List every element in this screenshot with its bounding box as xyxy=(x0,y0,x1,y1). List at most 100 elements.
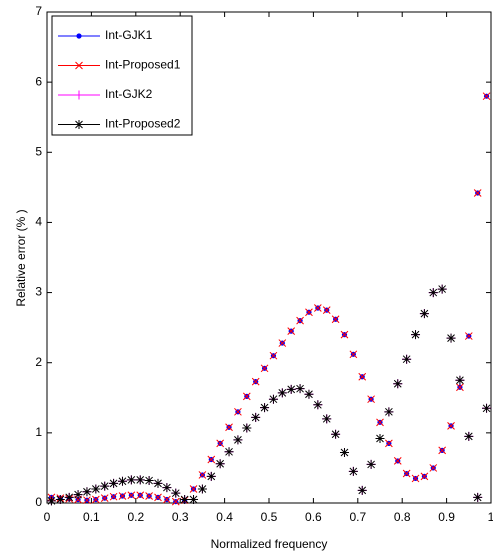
data-point xyxy=(216,439,225,448)
data-point xyxy=(268,394,278,404)
x-tick-label: 0.4 xyxy=(216,510,233,524)
data-point xyxy=(234,407,242,416)
data-point xyxy=(118,492,127,500)
data-point xyxy=(100,481,110,491)
data-point xyxy=(482,403,492,413)
y-tick-label: 3 xyxy=(35,285,42,299)
data-point xyxy=(64,492,74,502)
data-point xyxy=(180,494,190,504)
data-point xyxy=(136,491,145,500)
data-point xyxy=(419,309,429,319)
data-point xyxy=(145,492,153,500)
legend-label: Int-Proposed1 xyxy=(105,58,181,72)
data-point xyxy=(296,316,304,325)
data-point xyxy=(402,469,411,478)
data-point xyxy=(375,433,385,443)
legend-marker xyxy=(75,61,83,70)
data-point xyxy=(322,306,331,314)
data-point xyxy=(109,478,119,488)
data-point xyxy=(384,407,394,417)
data-point xyxy=(385,439,393,448)
data-point xyxy=(189,494,199,504)
data-point xyxy=(340,330,349,339)
y-tick-label: 4 xyxy=(35,215,42,229)
data-point xyxy=(91,484,101,494)
x-tick-label: 0.5 xyxy=(261,510,278,524)
legend-label: Int-GJK2 xyxy=(105,87,153,101)
legend-label: Int-Proposed2 xyxy=(105,117,181,131)
data-point xyxy=(260,364,269,373)
data-point xyxy=(277,388,287,398)
data-point xyxy=(144,476,154,486)
data-point xyxy=(367,395,375,404)
data-point xyxy=(286,384,296,394)
data-point xyxy=(206,471,216,481)
data-point xyxy=(339,447,349,457)
data-point xyxy=(287,327,296,336)
y-tick-label: 6 xyxy=(35,74,42,88)
data-point xyxy=(162,483,172,493)
data-point xyxy=(313,304,322,312)
data-point xyxy=(455,375,465,385)
data-point xyxy=(225,423,233,432)
legend-marker xyxy=(74,90,84,100)
legend-marker xyxy=(76,33,82,39)
data-point xyxy=(260,403,270,413)
data-point xyxy=(153,478,163,488)
data-point xyxy=(242,423,252,433)
data-point xyxy=(83,496,91,505)
data-point xyxy=(349,350,358,359)
data-point xyxy=(420,472,429,481)
data-point xyxy=(171,488,181,498)
data-point xyxy=(313,400,323,410)
legend-marker xyxy=(74,120,84,129)
data-point xyxy=(197,484,207,494)
data-point xyxy=(224,447,234,457)
y-tick-label: 5 xyxy=(35,144,42,158)
data-point xyxy=(154,493,162,502)
data-point xyxy=(278,339,287,347)
data-point xyxy=(55,494,65,504)
data-point xyxy=(437,284,447,294)
data-point xyxy=(446,333,456,343)
data-point xyxy=(393,379,403,389)
data-point xyxy=(358,372,367,381)
legend-label: Int-GJK1 xyxy=(105,28,153,42)
data-point xyxy=(464,332,473,340)
data-point xyxy=(348,466,358,476)
x-tick-label: 0 xyxy=(44,510,51,524)
data-point xyxy=(402,354,412,364)
data-point xyxy=(251,377,260,386)
data-point xyxy=(207,455,216,464)
data-point xyxy=(393,457,402,465)
y-tick-label: 2 xyxy=(35,355,42,369)
data-point xyxy=(357,485,367,495)
data-point xyxy=(233,435,243,445)
data-point xyxy=(295,384,305,394)
data-point xyxy=(305,308,313,317)
x-tick-label: 0.7 xyxy=(349,510,366,524)
data-point xyxy=(331,315,340,324)
y-tick-label: 1 xyxy=(35,425,42,439)
data-point xyxy=(189,485,198,493)
x-tick-label: 0.3 xyxy=(172,510,189,524)
y-tick-label: 0 xyxy=(35,495,42,509)
data-point xyxy=(109,492,118,501)
data-point xyxy=(482,92,491,101)
data-point xyxy=(215,459,225,469)
data-point xyxy=(242,392,251,401)
data-point xyxy=(251,412,261,422)
data-point xyxy=(91,495,100,504)
data-point xyxy=(171,497,180,506)
data-point xyxy=(447,421,455,430)
x-tick-label: 0.2 xyxy=(127,510,144,524)
data-point xyxy=(117,476,127,486)
data-point xyxy=(322,414,332,424)
y-axis-label: Relative error (% ) xyxy=(14,209,28,306)
x-tick-label: 0.6 xyxy=(305,510,322,524)
data-point xyxy=(473,492,483,502)
y-tick-label: 7 xyxy=(35,4,42,18)
data-point xyxy=(198,471,207,479)
x-tick-label: 0.8 xyxy=(394,510,411,524)
data-point xyxy=(82,487,92,497)
